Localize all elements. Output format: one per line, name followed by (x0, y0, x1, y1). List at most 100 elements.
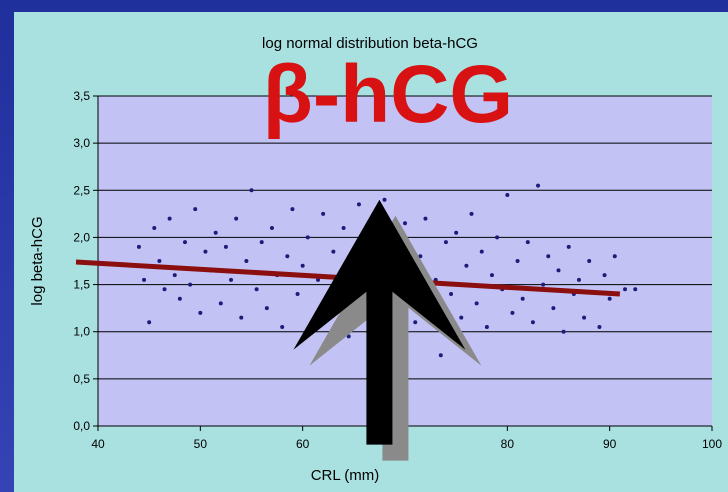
y-tick-label: 1,5 (73, 278, 90, 292)
data-point (484, 325, 489, 329)
data-point (254, 287, 259, 292)
data-point (269, 226, 274, 230)
data-point (300, 263, 305, 268)
data-point (290, 207, 295, 212)
data-point (172, 273, 177, 278)
data-point (449, 292, 454, 296)
data-point (464, 263, 469, 268)
data-point (438, 353, 443, 358)
data-point (607, 296, 612, 301)
data-point (229, 277, 234, 282)
data-point (525, 240, 530, 245)
data-point (474, 301, 479, 306)
data-point (198, 310, 203, 315)
data-point (346, 334, 351, 339)
data-point (551, 306, 556, 311)
data-point (213, 230, 218, 235)
data-point (157, 259, 162, 263)
data-point (582, 315, 587, 320)
y-tick-label: 3,0 (73, 136, 90, 150)
data-point (264, 306, 269, 311)
x-tick-label: 100 (702, 437, 722, 451)
data-point (244, 259, 249, 263)
data-point (530, 320, 535, 325)
data-point (576, 277, 581, 282)
data-point (602, 273, 607, 278)
x-tick-label: 50 (194, 437, 208, 451)
data-point (556, 268, 561, 273)
y-tick-label: 2,5 (73, 183, 90, 197)
y-axis-label: log beta-hCG (29, 216, 46, 305)
y-tick-label: 0,0 (73, 419, 90, 433)
arrow-shadow (309, 215, 482, 461)
data-point (495, 235, 500, 240)
data-point (331, 249, 336, 254)
data-point (341, 226, 346, 230)
data-point (218, 301, 223, 306)
x-tick-label: 80 (501, 437, 515, 451)
data-point (177, 296, 182, 301)
y-tick-label: 2,0 (73, 230, 90, 244)
data-point (597, 325, 602, 329)
x-tick-label: 40 (91, 437, 105, 451)
data-point (587, 259, 592, 263)
data-point (536, 183, 541, 188)
data-point (479, 249, 484, 254)
data-point (505, 193, 510, 197)
data-point (489, 273, 494, 278)
data-point (520, 296, 525, 301)
x-tick-label: 60 (296, 437, 310, 451)
y-tick-label: 0,5 (73, 372, 90, 386)
data-point (612, 254, 617, 259)
data-point (152, 226, 157, 230)
data-point (454, 230, 459, 235)
data-point (167, 216, 172, 221)
y-tick-labels: 0,0 0,5 1,0 1,5 2,0 2,5 3,0 3,5 (73, 89, 90, 433)
data-point (356, 202, 361, 207)
data-point (459, 315, 464, 320)
data-point (546, 254, 551, 259)
data-point (223, 244, 228, 249)
data-point (249, 188, 254, 193)
data-point (316, 277, 321, 282)
data-point (510, 310, 515, 315)
data-point (162, 287, 167, 292)
data-point (469, 211, 474, 216)
data-point (188, 282, 193, 287)
data-point (203, 249, 208, 254)
data-point (566, 244, 571, 249)
data-point (234, 216, 239, 221)
data-point (239, 315, 244, 320)
chart-title: log normal distribution beta-hCG (262, 35, 478, 52)
data-point (541, 282, 546, 287)
data-point (305, 235, 310, 240)
data-point (443, 240, 448, 245)
data-point (193, 207, 198, 212)
data-point (413, 320, 418, 325)
x-axis-label: CRL (mm) (311, 467, 380, 484)
data-point (259, 240, 264, 245)
data-point (142, 277, 147, 282)
data-point (623, 287, 628, 292)
data-points (136, 183, 638, 395)
data-point (403, 221, 407, 226)
data-point (321, 211, 326, 216)
data-point (382, 197, 387, 202)
data-point (280, 325, 285, 329)
data-point (147, 320, 152, 325)
data-point (423, 216, 428, 221)
data-point (633, 287, 638, 292)
data-point (561, 329, 566, 334)
data-point (515, 259, 520, 263)
up-arrow-icon (293, 199, 466, 445)
overlay-title: β-hCG (263, 49, 513, 140)
x-tick-labels: 40 50 60 80 90 100 (91, 437, 722, 451)
x-tick-label: 90 (603, 437, 617, 451)
y-tick-label: 1,0 (73, 325, 90, 339)
data-point (418, 254, 423, 259)
data-point (295, 292, 300, 296)
data-point (182, 240, 187, 245)
data-point (285, 254, 290, 259)
data-point (136, 244, 141, 249)
